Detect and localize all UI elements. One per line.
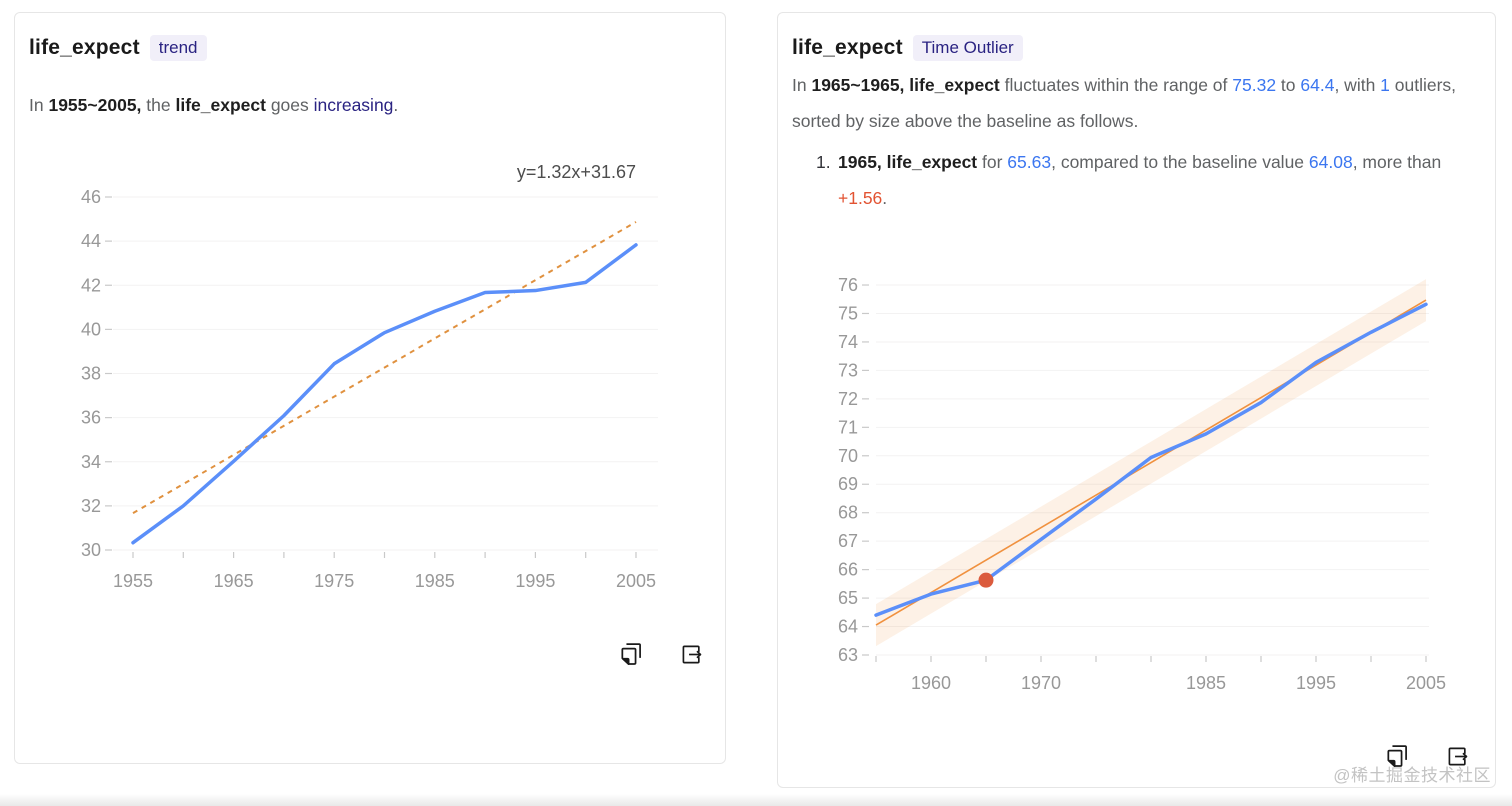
svg-text:30: 30: [81, 540, 101, 560]
text-token: .: [393, 95, 399, 115]
insight-type-badge: trend: [149, 35, 207, 61]
svg-text:63: 63: [838, 645, 858, 665]
svg-text:32: 32: [81, 496, 101, 516]
card-actions: [1384, 743, 1469, 769]
svg-text:67: 67: [838, 531, 858, 551]
card-actions: [618, 641, 703, 667]
card-header: life_expect Time Outlier: [792, 35, 1481, 61]
text-token: 64.08: [1308, 152, 1353, 172]
svg-text:68: 68: [838, 503, 858, 523]
svg-text:1960: 1960: [911, 673, 951, 693]
svg-text:1995: 1995: [515, 571, 555, 591]
list-item: 1. 1965, life_expect for 65.63, compared…: [816, 144, 1481, 216]
svg-text:64: 64: [838, 617, 858, 637]
outlier-list: 1. 1965, life_expect for 65.63, compared…: [816, 144, 1481, 216]
text-token: outliers, sorted by size above the basel…: [792, 75, 1457, 131]
svg-text:44: 44: [81, 231, 101, 251]
svg-text:73: 73: [838, 360, 858, 380]
svg-text:76: 76: [838, 275, 858, 295]
page-bottom-divider: [0, 794, 1512, 806]
text-token: , compared to the baseline value: [1051, 152, 1309, 172]
svg-text:38: 38: [81, 364, 101, 384]
svg-text:65: 65: [838, 588, 858, 608]
text-token: life_expect: [175, 95, 266, 115]
text-token: , with: [1334, 75, 1381, 95]
svg-text:46: 46: [81, 187, 101, 207]
svg-text:1995: 1995: [1296, 673, 1336, 693]
copy-button[interactable]: [618, 641, 644, 667]
svg-text:1985: 1985: [415, 571, 455, 591]
text-token: 65.63: [1007, 152, 1052, 172]
text-token: 64.4: [1300, 75, 1335, 95]
copy-icon: [1387, 745, 1407, 767]
text-token: .: [882, 188, 888, 208]
insight-card-time-outlier: life_expect Time Outlier In 1965~1965, l…: [777, 12, 1496, 788]
export-icon: [682, 645, 702, 663]
insight-type-badge: Time Outlier: [912, 35, 1023, 61]
svg-text:40: 40: [81, 319, 101, 339]
svg-text:1975: 1975: [314, 571, 354, 591]
insight-sentence: In 1965~1965, life_expect fluctuates wit…: [792, 67, 1481, 139]
svg-text:1965: 1965: [214, 571, 254, 591]
text-token: +1.56: [838, 188, 883, 208]
export-button[interactable]: [1444, 743, 1469, 769]
text-token: , more than: [1352, 152, 1442, 172]
card-title: life_expect: [29, 36, 140, 59]
card-header: life_expect trend: [29, 35, 711, 61]
svg-text:1955: 1955: [113, 571, 153, 591]
svg-text:72: 72: [838, 389, 858, 409]
text-token: 75.32: [1232, 75, 1277, 95]
text-token: 1955~2005,: [48, 95, 142, 115]
svg-text:2005: 2005: [616, 571, 656, 591]
trendline-equation: y=1.32x+31.67: [517, 162, 636, 182]
svg-text:71: 71: [838, 417, 858, 437]
svg-text:34: 34: [81, 452, 101, 472]
text-token: fluctuates within the range of: [999, 75, 1233, 95]
text-token: life_expect: [909, 75, 1000, 95]
text-token: increasing: [313, 95, 394, 115]
insight-sentence: In 1955~2005, the life_expect goes incre…: [29, 87, 711, 123]
svg-text:74: 74: [838, 332, 858, 352]
svg-text:70: 70: [838, 446, 858, 466]
list-item-text: 1965, life_expect for 65.63, compared to…: [838, 144, 1481, 216]
trend-line-chart: y=1.32x+31.67 30 32 34 36 38 40 42 44 46 1955 1965…: [81, 162, 658, 591]
list-marker: 1.: [816, 152, 831, 172]
text-token: life_expect: [886, 152, 978, 172]
svg-text:42: 42: [81, 275, 101, 295]
outlier-line-chart: 63 64 65 66 67 68 69 70 71 72 73 74 75 76 1960 1970 1985…: [838, 275, 1446, 693]
export-button[interactable]: [678, 641, 703, 667]
export-icon: [1448, 747, 1468, 765]
svg-text:2005: 2005: [1406, 673, 1446, 693]
text-token: In: [29, 95, 49, 115]
svg-text:66: 66: [838, 560, 858, 580]
card-title: life_expect: [792, 36, 903, 59]
text-token: for: [977, 152, 1008, 172]
text-token: 1965,: [838, 152, 882, 172]
copy-button[interactable]: [1384, 743, 1410, 769]
watermark: @稀土掘金技术社区: [1333, 766, 1491, 785]
svg-text:1970: 1970: [1021, 673, 1061, 693]
copy-icon: [621, 643, 641, 665]
svg-text:75: 75: [838, 303, 858, 323]
svg-text:69: 69: [838, 474, 858, 494]
text-token: 1: [1380, 75, 1390, 95]
svg-text:36: 36: [81, 408, 101, 428]
text-token: In: [792, 75, 812, 95]
svg-text:1985: 1985: [1186, 673, 1226, 693]
text-token: goes: [265, 95, 314, 115]
insight-card-trend: life_expect trend In 1955~2005, the life…: [14, 12, 726, 764]
text-token: to: [1276, 75, 1301, 95]
text-token: 1965~1965,: [811, 75, 905, 95]
text-token: the: [141, 95, 176, 115]
